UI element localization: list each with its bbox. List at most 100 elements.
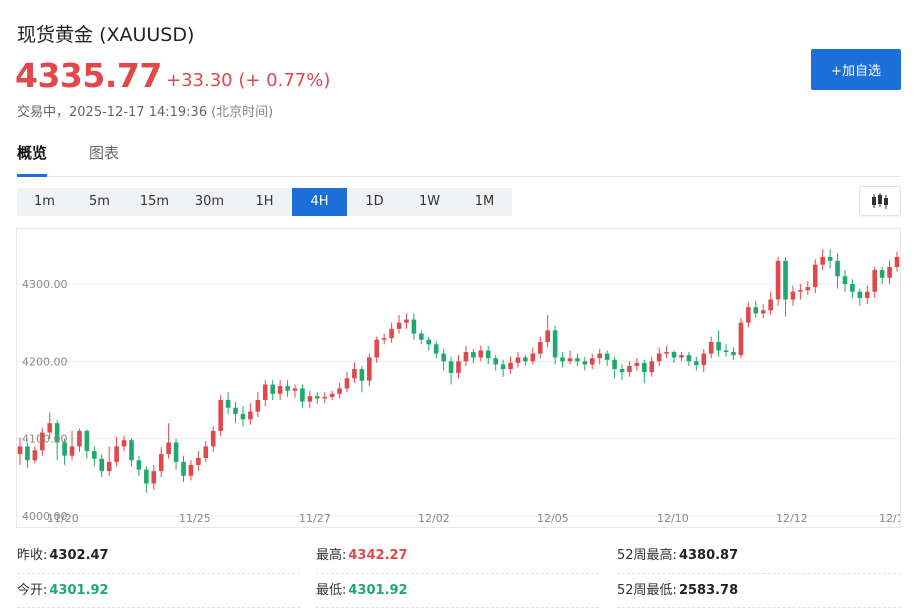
candle [344,372,350,393]
range-1h[interactable]: 1H [255,194,274,209]
candlestick-icon [872,193,888,209]
candle [99,454,105,478]
candle [493,355,498,371]
stat-prev-close: 昨收: 4302.47 [17,545,109,575]
current-price: 4335.77 [15,56,162,95]
candle [827,249,833,269]
stat-open: 今开: 4301.92 [17,580,109,610]
range-5m[interactable]: 5m [89,194,110,209]
candle [448,356,454,385]
candle [686,352,692,366]
candle [158,447,164,478]
stat-value: 2583.78 [678,583,739,598]
candle [560,352,565,368]
stat-label: 最低: [316,583,347,598]
candle [39,427,45,456]
candle [203,440,209,462]
candle [575,353,580,366]
stat-value: 4301.92 [348,583,408,598]
candle [604,350,610,366]
candle [649,356,655,377]
stat-label: 最高: [316,548,347,563]
x-tick-label: 11/20 [47,512,79,525]
candle [731,347,736,360]
candle [485,345,491,365]
candle [537,336,543,359]
candle [84,429,90,459]
section-tabs: 概览 图表 [17,143,901,177]
status-datetime: 2025-12-17 14:19:36 [69,105,208,120]
y-tick-label: 4200.00 [22,355,68,368]
candle [396,314,402,334]
range-15m[interactable]: 15m [139,194,170,209]
candle [805,280,811,295]
candle [144,466,149,493]
candle [738,318,744,359]
candle [233,401,238,424]
divider [316,607,599,608]
tab-chart[interactable]: 图表 [89,144,120,162]
candle [411,313,417,340]
candle [456,355,461,379]
candle [716,330,721,357]
candle [612,356,617,379]
tab-overview[interactable]: 概览 [17,143,48,177]
candle [92,446,97,467]
chart-type-button[interactable] [859,186,901,216]
candle [701,348,707,373]
range-1d[interactable]: 1D [365,194,384,209]
instrument-name: 现货黄金 [17,24,94,46]
stat-52w-low: 52周最低: 2583.78 [617,580,738,610]
candle [627,361,632,377]
candle [850,279,855,298]
range-1w[interactable]: 1W [418,194,441,209]
candle [790,285,796,306]
candle [114,437,119,467]
candle [136,455,142,476]
candle [842,270,848,292]
candle [196,451,201,472]
candle [760,304,766,319]
x-tick-label: 12/12 [776,512,808,525]
candle [337,382,342,399]
candle [671,350,677,363]
candle [248,403,253,425]
y-tick-label: 4000.00 [22,510,68,523]
candle [433,341,439,359]
candle [359,365,365,393]
candle [597,348,603,365]
candle [314,392,320,404]
range-1mo[interactable]: 1M [474,194,495,209]
candle [887,260,892,285]
divider [617,607,901,608]
candle [508,356,513,374]
candle [352,362,357,383]
candle [894,251,900,272]
candle [783,256,788,317]
stat-label: 昨收: [17,548,48,563]
timeframe-selector: 1m 5m 15m 30m 1H 4H 1D 1W 1M [17,188,512,216]
candle [471,348,476,363]
candle [129,438,134,467]
add-watchlist-button[interactable]: +加自选 [811,49,901,90]
candle [812,259,818,294]
candle [478,345,484,362]
range-30m[interactable]: 30m [194,194,225,209]
candlestick-chart[interactable]: 4000.00 4100.00 4200.00 4300.00 11/20 11/25 1… [17,229,900,527]
price-change: +33.30 (+ 0.77%) [166,70,331,91]
stat-52w-high: 52周最高: 4380.87 [617,545,738,575]
candle [768,291,773,315]
candle [404,313,409,329]
candle [619,364,625,380]
stat-low: 最低: 4301.92 [316,580,408,610]
candle [218,395,223,437]
x-tick-label: 12/05 [537,512,569,525]
candle [381,333,387,345]
candle [47,412,53,439]
candle [62,438,67,465]
candle [589,353,595,370]
candle [746,302,751,328]
range-4h[interactable]: 4H [292,188,347,216]
candle [753,301,759,319]
range-1m[interactable]: 1m [34,194,55,209]
